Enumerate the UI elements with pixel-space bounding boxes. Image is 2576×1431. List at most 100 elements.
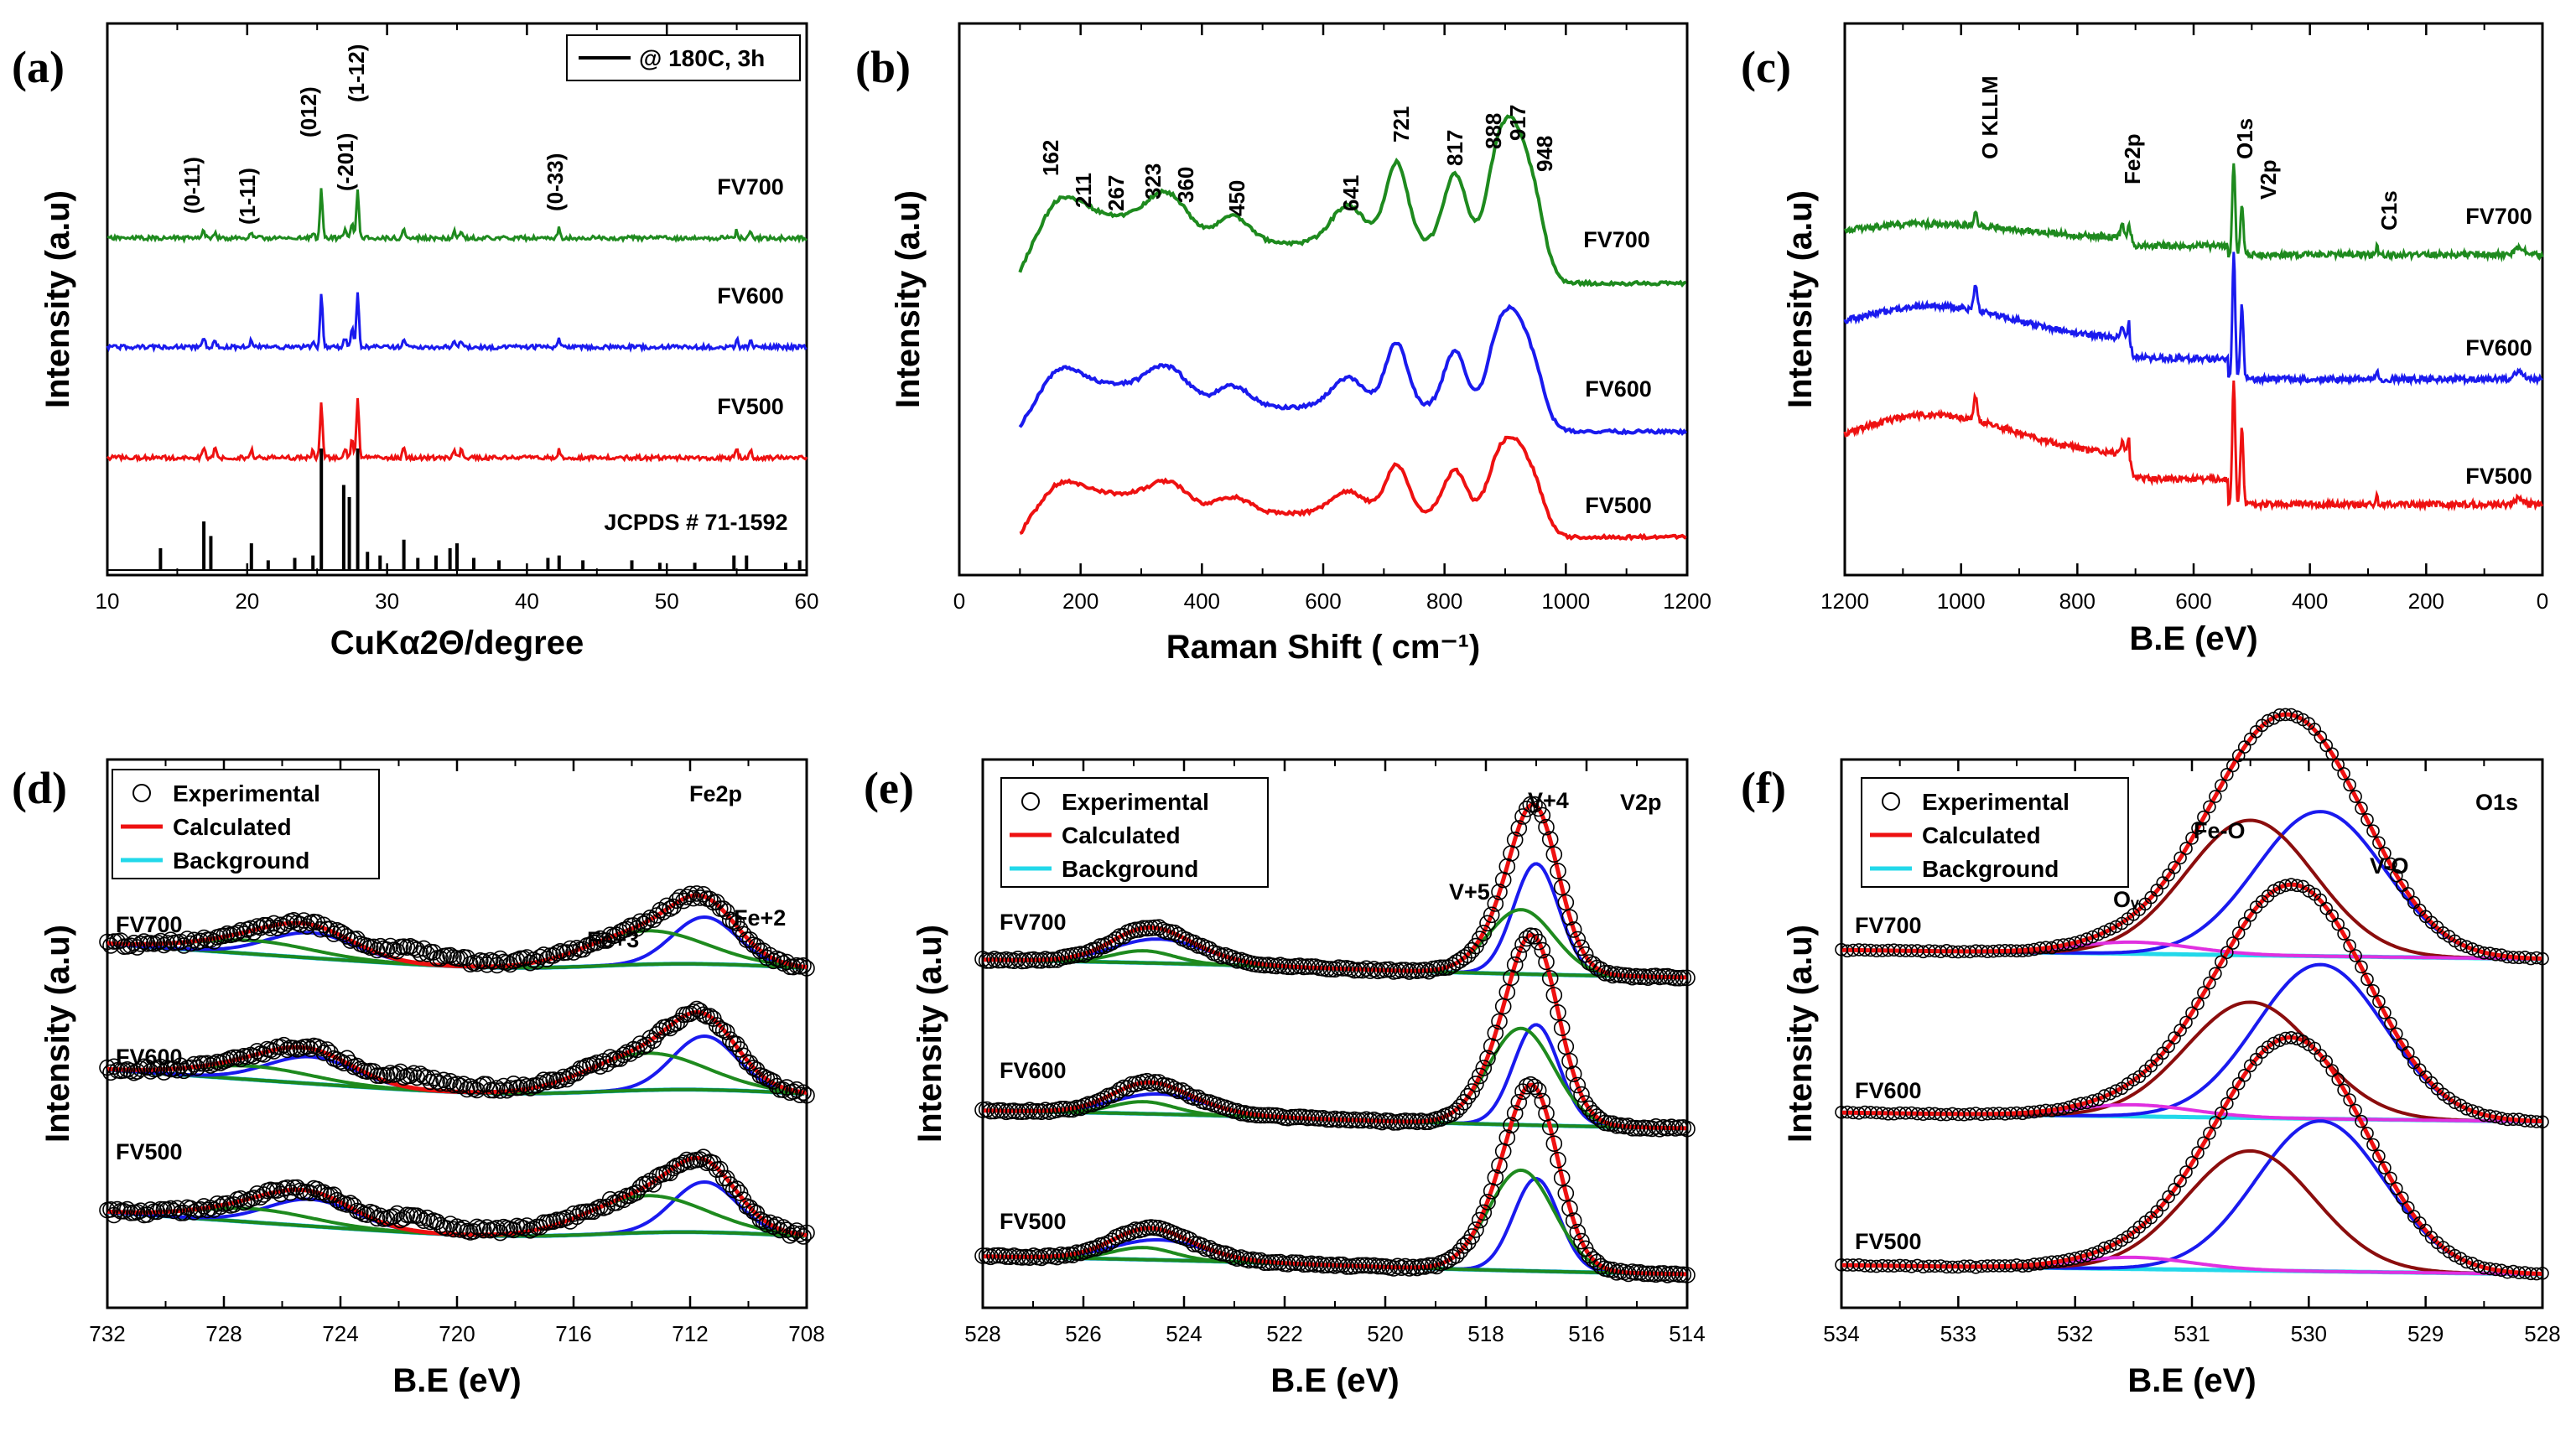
x-tick-label: 1000 xyxy=(1541,588,1590,614)
experimental-point xyxy=(2331,1072,2345,1086)
experimental-point xyxy=(1150,919,1167,936)
experimental-point xyxy=(522,1080,539,1097)
experimental-point xyxy=(468,955,486,972)
chart-f-o1s: 534 533 532 531 530 529 528 B.E (eV) Intensity (… xyxy=(1741,708,2561,1399)
experimental-point xyxy=(2402,887,2415,900)
experimental-point xyxy=(1259,1107,1277,1124)
experimental-point xyxy=(2530,1267,2543,1281)
experimental-point xyxy=(2343,1093,2356,1107)
experimental-point xyxy=(278,1041,296,1059)
experimental-point xyxy=(1146,919,1164,936)
experimental-point xyxy=(1095,1090,1113,1107)
experimental-point xyxy=(535,946,553,963)
series-label-fv500: FV500 xyxy=(717,394,784,419)
experimental-point xyxy=(2185,1006,2199,1020)
experimental-point xyxy=(1510,946,1528,963)
legend-swatch-experimental xyxy=(132,784,151,802)
experimental-point xyxy=(1518,801,1535,817)
x-tick-label: 526 xyxy=(1065,1321,1101,1346)
experimental-point xyxy=(495,1077,512,1095)
experimental-point xyxy=(798,960,815,977)
experimental-point xyxy=(1201,1240,1218,1257)
experimental-point xyxy=(2267,1036,2281,1050)
experimental-point xyxy=(428,1073,446,1090)
experimental-point xyxy=(588,934,605,951)
series-label-fv600: FV600 xyxy=(2465,335,2532,360)
experimental-point xyxy=(2085,1094,2100,1107)
experimental-point xyxy=(238,1048,256,1065)
experimental-point xyxy=(1213,1245,1230,1262)
x-tick-label: 200 xyxy=(1062,588,1098,614)
experimental-point xyxy=(2197,986,2210,999)
experimental-point xyxy=(1538,818,1555,836)
experimental-point xyxy=(2174,851,2187,865)
experimental-point xyxy=(1041,951,1058,969)
experimental-point xyxy=(439,1220,455,1237)
experimental-point xyxy=(2319,1055,2333,1069)
legend-label-background: Background xyxy=(1062,856,1198,882)
experimental-point xyxy=(1177,1085,1195,1102)
experimental-point xyxy=(2349,1103,2362,1117)
experimental-point xyxy=(1553,1019,1571,1036)
experimental-point xyxy=(1518,930,1535,947)
experimental-point xyxy=(1522,796,1540,813)
x-tick-label: 400 xyxy=(2292,588,2328,614)
experimental-point xyxy=(1463,941,1481,959)
experimental-point xyxy=(565,944,582,961)
raman-peak-label: 641 xyxy=(1338,175,1363,211)
experimental-point xyxy=(1506,1105,1524,1122)
experimental-point xyxy=(268,1182,286,1199)
experimental-point xyxy=(2237,1069,2251,1082)
x-tick-label: 800 xyxy=(1426,588,1462,614)
experimental-point xyxy=(185,1055,203,1073)
series-label-fv500: FV500 xyxy=(116,1139,183,1164)
x-tick-label: 50 xyxy=(655,588,679,614)
experimental-point xyxy=(1139,1072,1156,1090)
x-tick-label: 516 xyxy=(1568,1321,1604,1346)
experimental-point xyxy=(1487,895,1504,912)
experimental-point xyxy=(584,1055,602,1073)
experimental-point xyxy=(498,1081,516,1099)
legend-label-experimental: Experimental xyxy=(173,780,320,806)
experimental-point xyxy=(1048,951,1066,968)
experimental-point xyxy=(1209,946,1226,962)
experimental-point xyxy=(512,1079,529,1097)
experimental-point xyxy=(2062,1100,2076,1114)
experimental-point xyxy=(1506,956,1524,973)
experimental-point xyxy=(2366,824,2380,838)
experimental-point xyxy=(272,1039,289,1055)
x-tick-label: 800 xyxy=(2059,588,2096,614)
x-tick-label: 0 xyxy=(953,588,965,614)
experimental-point xyxy=(1667,969,1684,987)
experimental-point xyxy=(1452,951,1469,969)
experimental-point xyxy=(1111,928,1129,945)
experimental-point xyxy=(2168,861,2181,874)
experimental-point xyxy=(1420,1257,1437,1274)
experimental-point xyxy=(1146,1074,1164,1091)
y-axis-label: Intensity (a.u) xyxy=(39,190,76,408)
experimental-point xyxy=(315,1045,332,1061)
experimental-point xyxy=(195,1198,212,1215)
y-axis-label: Intensity (a.u) xyxy=(39,925,76,1143)
peak-label: V+5 xyxy=(1449,879,1490,905)
legend-label-experimental: Experimental xyxy=(1922,789,2070,815)
experimental-point xyxy=(1440,959,1457,976)
experimental-point xyxy=(1550,863,1566,879)
experimental-point xyxy=(631,1035,649,1052)
experimental-point xyxy=(182,935,200,952)
x-tick-label: 732 xyxy=(89,1321,125,1346)
experimental-point xyxy=(488,1220,506,1237)
legend: @ 180C, 3h xyxy=(566,34,801,81)
experimental-point xyxy=(2378,1161,2392,1174)
experimental-point xyxy=(475,1221,492,1239)
experimental-point xyxy=(112,1203,129,1220)
series-label-fv700: FV700 xyxy=(1855,913,1922,938)
experimental-point xyxy=(675,1154,692,1171)
experimental-point xyxy=(1565,1065,1582,1082)
experimental-point xyxy=(126,935,143,951)
experimental-point xyxy=(1655,968,1672,985)
experimental-point xyxy=(2191,1146,2205,1159)
experimental-point xyxy=(412,945,429,962)
experimental-point xyxy=(2267,884,2281,898)
experimental-point xyxy=(2536,1267,2549,1280)
